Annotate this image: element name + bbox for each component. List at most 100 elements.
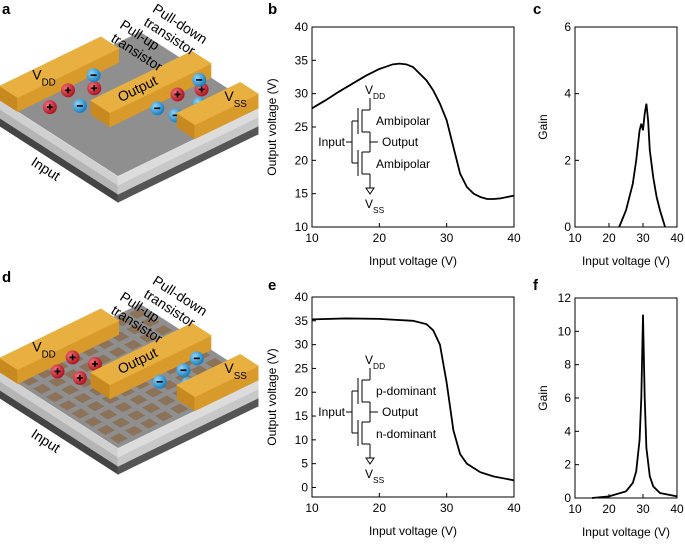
- y-tick-label: 30: [295, 87, 309, 101]
- y-tick-label: 25: [295, 120, 309, 134]
- y-tick-label: 10: [295, 433, 309, 447]
- patch: [58, 400, 77, 411]
- patch: [154, 325, 173, 336]
- patch: [139, 418, 158, 429]
- panel-label: e: [268, 277, 276, 294]
- inset-vdd: VDD: [365, 83, 385, 101]
- panel-label: d: [2, 269, 11, 286]
- x-tick-label: 10: [305, 501, 319, 515]
- x-axis-label: Input voltage (V): [582, 254, 670, 268]
- inset-input: Input: [318, 135, 345, 149]
- y-tick-label: 40: [295, 20, 309, 34]
- y-tick-label: 15: [295, 187, 309, 201]
- y-tick-label: 2: [564, 458, 571, 472]
- inset-vss-sub: SS: [373, 475, 385, 485]
- inset-bottom: n-dominant: [376, 427, 437, 441]
- vss-electrode-top: [176, 354, 260, 398]
- patch: [20, 375, 39, 386]
- y-tick-label: 10: [558, 324, 572, 338]
- vss-label: VSS: [224, 88, 247, 110]
- vdd-label: VDD: [32, 67, 56, 89]
- y-tick-label: 20: [295, 385, 309, 399]
- inset-vss-main: V: [365, 197, 373, 211]
- patch: [157, 395, 176, 406]
- x-tick-label: 20: [373, 231, 387, 245]
- plot-frame: [574, 26, 678, 228]
- inset-input: Input: [318, 405, 345, 419]
- inset-vdd-main: V: [365, 83, 373, 97]
- patch: [80, 346, 100, 357]
- patch: [170, 403, 189, 414]
- patch: [35, 368, 54, 379]
- vss-label-main: V: [224, 88, 234, 104]
- patch: [61, 384, 80, 395]
- patch: [114, 402, 133, 413]
- data-line: [311, 62, 515, 200]
- inset-vss-sub: SS: [373, 205, 385, 215]
- y-tick-label: 12: [558, 291, 572, 305]
- patch: [127, 410, 146, 421]
- output-electrode-top: [90, 322, 212, 386]
- patch: [174, 372, 193, 383]
- y-tick-label: 0: [301, 480, 308, 494]
- patch: [111, 331, 130, 342]
- y-axis-label: Output voltage (V): [265, 78, 279, 175]
- inset-vdd-sub: DD: [373, 91, 385, 101]
- data-line: [311, 317, 515, 482]
- patch: [45, 392, 65, 403]
- x-tick-label: 40: [670, 502, 684, 516]
- patch: [190, 365, 209, 376]
- y-tick-label: 4: [564, 424, 571, 438]
- data-line: [618, 103, 666, 228]
- inset-top: Ambipolar: [376, 114, 430, 128]
- inset-vdd-sub: DD: [373, 361, 385, 371]
- patch: [129, 394, 148, 405]
- patch: [109, 433, 128, 444]
- x-tick-label: 30: [440, 501, 454, 515]
- vss-label: VSS: [224, 360, 247, 382]
- inset-top: p-dominant: [376, 384, 437, 398]
- patch: [141, 316, 160, 328]
- patch: [71, 408, 90, 419]
- inset-bottom: Ambipolar: [376, 157, 430, 171]
- y-tick-label: 2: [564, 153, 571, 167]
- x-tick-label: 10: [568, 502, 582, 516]
- patch: [86, 401, 105, 412]
- patch: [126, 324, 145, 335]
- y-tick-label: 20: [295, 153, 309, 167]
- vss-electrode-top: [176, 82, 260, 126]
- patch: [48, 376, 67, 387]
- plot-frame: [574, 297, 678, 499]
- inset-output: Output: [382, 135, 419, 149]
- y-tick-label: 35: [295, 314, 309, 328]
- vdd-electrode-top: [0, 308, 120, 370]
- x-tick-label: 40: [670, 231, 684, 245]
- y-tick-label: 8: [564, 358, 571, 372]
- panel-label: b: [268, 1, 277, 18]
- patch: [139, 332, 158, 343]
- patch: [142, 402, 161, 413]
- patch: [159, 380, 178, 391]
- x-tick-label: 20: [373, 501, 387, 515]
- patch: [128, 308, 147, 319]
- y-tick-label: 30: [295, 338, 309, 352]
- patch: [112, 417, 131, 428]
- patch: [76, 377, 95, 388]
- y-axis-label: Gain: [536, 385, 550, 410]
- x-tick-label: 40: [507, 501, 521, 515]
- vss-label-sub: SS: [234, 98, 248, 109]
- x-axis-label: Input voltage (V): [369, 254, 457, 268]
- x-axis-label: Input voltage (V): [369, 524, 457, 538]
- x-tick-label: 40: [507, 231, 521, 245]
- y-tick-label: 15: [295, 409, 309, 423]
- y-axis-label: Output voltage (V): [265, 348, 279, 445]
- x-tick-label: 10: [305, 231, 319, 245]
- y-tick-label: 25: [295, 361, 309, 375]
- panel-label: c: [533, 1, 541, 18]
- y-tick-label: 10: [295, 220, 309, 234]
- x-tick-label: 20: [602, 231, 616, 245]
- inset-vdd-main: V: [365, 353, 373, 367]
- patch: [205, 357, 224, 369]
- inset-vdd: VDD: [365, 353, 385, 371]
